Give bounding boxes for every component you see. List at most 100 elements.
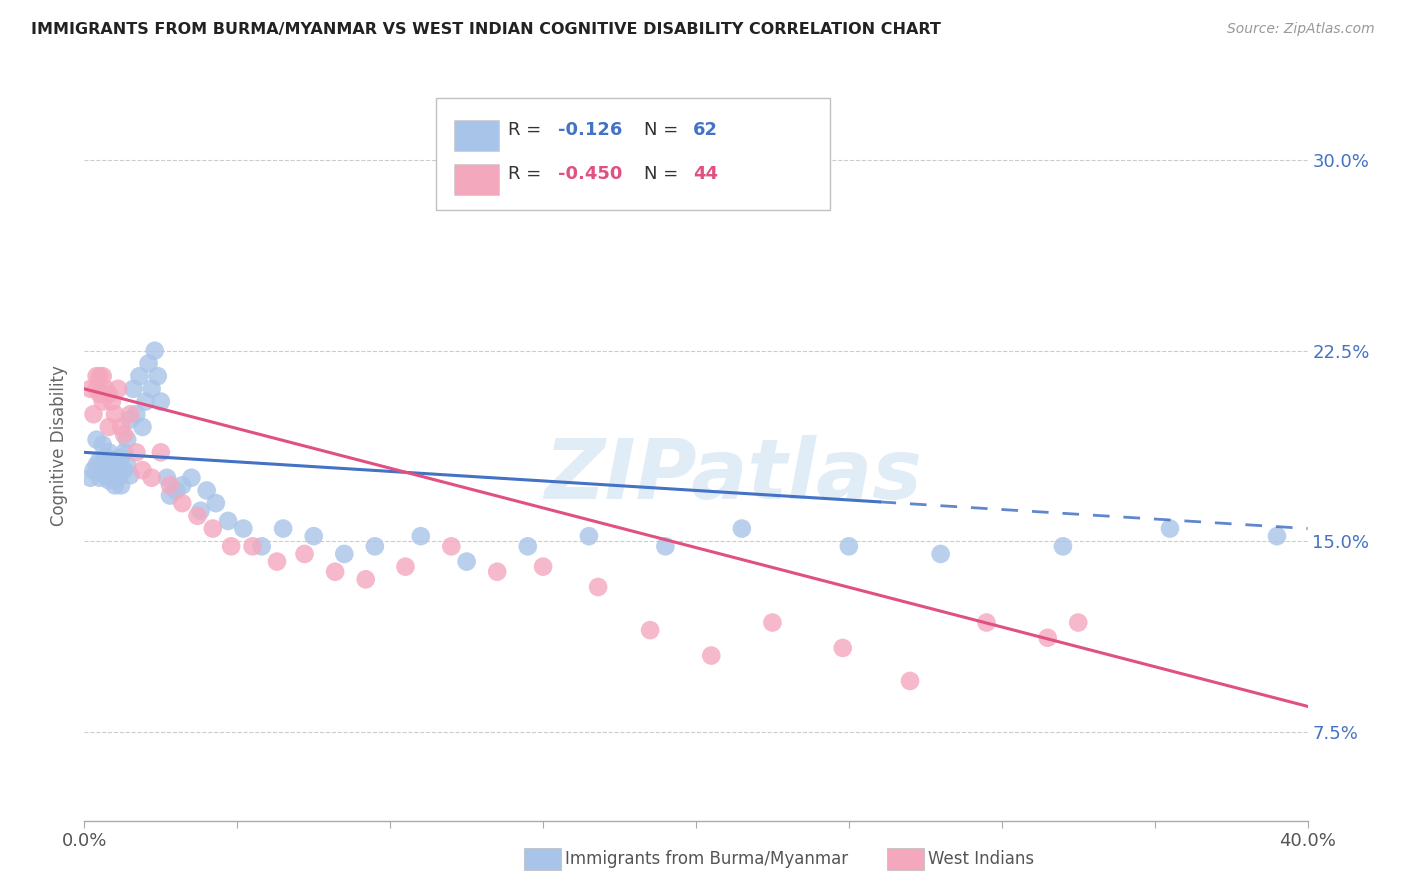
Point (190, 504, 212, 518)
Point (700, 648, 723, 663)
Text: ZIPatlas: ZIPatlas (544, 435, 921, 516)
Point (242, 539, 264, 553)
Point (205, 496, 228, 510)
Point (110, 450, 132, 465)
Point (97, 445, 120, 459)
Point (91, 463, 114, 477)
Text: IMMIGRANTS FROM BURMA/MYANMAR VS WEST INDIAN COGNITIVE DISABILITY CORRELATION CH: IMMIGRANTS FROM BURMA/MYANMAR VS WEST IN… (31, 22, 941, 37)
Point (112, 427, 135, 442)
Point (165, 483, 187, 498)
Point (486, 565, 509, 579)
Point (180, 471, 202, 485)
Point (141, 471, 163, 485)
Point (131, 463, 153, 477)
Point (217, 514, 239, 528)
Point (976, 615, 998, 630)
Point (112, 445, 135, 459)
Point (394, 559, 416, 574)
Point (120, 468, 142, 483)
Point (86, 458, 108, 472)
Point (86, 369, 108, 384)
Point (97, 420, 120, 434)
Point (143, 343, 166, 358)
Point (104, 453, 127, 467)
Point (232, 522, 254, 536)
Point (638, 623, 661, 637)
Point (440, 539, 463, 553)
Point (1159, 522, 1181, 536)
Point (138, 356, 160, 370)
Point (761, 615, 783, 630)
Point (838, 539, 860, 553)
Point (86, 382, 108, 396)
Point (89, 471, 111, 485)
Point (89, 387, 111, 401)
Text: Source: ZipAtlas.com: Source: ZipAtlas.com (1227, 22, 1375, 37)
Point (250, 539, 273, 553)
Point (271, 522, 294, 536)
Point (172, 496, 194, 510)
Point (101, 458, 124, 472)
Point (531, 559, 554, 574)
Text: Immigrants from Burma/Myanmar: Immigrants from Burma/Myanmar (565, 850, 848, 868)
Point (1052, 539, 1074, 553)
Point (94, 382, 117, 396)
Point (731, 522, 754, 536)
Point (107, 382, 129, 396)
Point (83, 407, 105, 421)
Point (456, 555, 478, 569)
Point (364, 539, 387, 553)
Point (159, 489, 181, 503)
Point (898, 673, 921, 688)
Point (91, 394, 114, 409)
Point (107, 471, 129, 485)
Point (131, 420, 153, 434)
Point (201, 522, 224, 536)
Point (409, 529, 432, 543)
Text: West Indians: West Indians (928, 850, 1033, 868)
Point (120, 407, 142, 421)
Point (122, 382, 145, 396)
Text: 44: 44 (693, 165, 718, 184)
Point (94, 450, 117, 465)
Point (266, 555, 288, 569)
Point (110, 420, 132, 434)
Point (107, 460, 129, 475)
Point (135, 394, 157, 409)
Point (101, 468, 124, 483)
Point (89, 369, 111, 384)
Point (83, 463, 105, 477)
Point (86, 433, 108, 447)
Point (115, 433, 138, 447)
Point (146, 369, 169, 384)
Point (1265, 529, 1288, 543)
Point (79, 471, 101, 485)
Text: -0.126: -0.126 (558, 121, 623, 139)
Point (125, 445, 148, 459)
Point (1036, 631, 1059, 645)
Point (586, 580, 609, 594)
Point (101, 394, 124, 409)
Point (354, 572, 377, 586)
Point (219, 539, 242, 553)
Y-axis label: Cognitive Disability: Cognitive Disability (51, 366, 69, 526)
Point (91, 438, 114, 452)
Point (1067, 615, 1090, 630)
Point (159, 478, 181, 492)
Point (79, 382, 101, 396)
Text: R =: R = (508, 165, 547, 184)
Point (195, 483, 218, 498)
Point (149, 445, 172, 459)
Point (578, 529, 600, 543)
Point (112, 463, 135, 477)
Point (97, 473, 120, 487)
Point (831, 640, 853, 655)
Point (302, 529, 325, 543)
Point (104, 407, 127, 421)
Point (91, 369, 114, 384)
Point (929, 547, 952, 561)
Text: 62: 62 (693, 121, 718, 139)
Point (128, 369, 150, 384)
Point (120, 412, 142, 426)
Point (654, 539, 676, 553)
